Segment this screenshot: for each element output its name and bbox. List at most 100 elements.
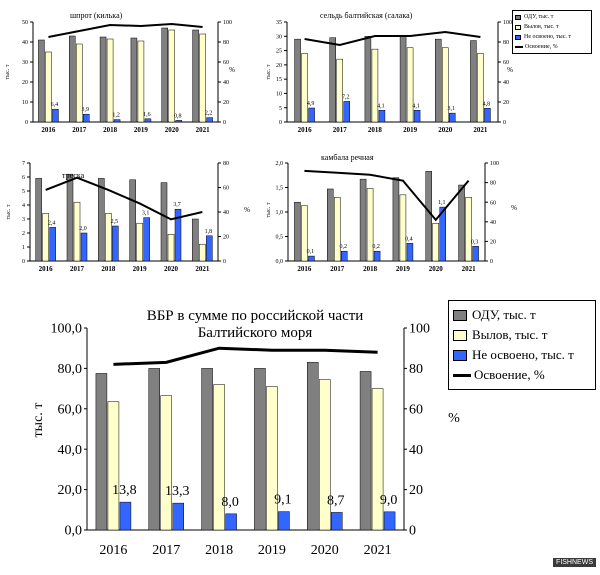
- bar-catch: [301, 205, 308, 262]
- x-tick-label: 2016: [39, 265, 54, 273]
- x-tick-label: 2020: [311, 543, 339, 558]
- y-tick-label: 4: [22, 203, 25, 209]
- bar-undev: [439, 206, 446, 262]
- x-tick-label: 2021: [196, 126, 211, 134]
- data-label: 8,7: [327, 493, 345, 508]
- chart-seld: 0 5 10 15 20 25 30 35 0 20 40 60 80 100 4,9 2016 7,2 2017…: [266, 11, 513, 134]
- small-legend-undev-label: Не освоено, тыс. т: [524, 34, 571, 40]
- bar-odu: [327, 188, 334, 262]
- bar-odu: [399, 36, 407, 123]
- y-axis-label: тыс. т: [266, 64, 272, 79]
- bar-undev: [172, 502, 184, 531]
- chart-shprot: 0 10 20 30 40 50 0 20 40 60 80 100 6,4 2016 3,9 2017 1,2…: [5, 11, 235, 134]
- bar-odu: [329, 37, 336, 123]
- bar-odu: [201, 368, 213, 531]
- y2-tick-label: 60: [223, 60, 229, 66]
- y2-tick-label: 100: [223, 20, 232, 26]
- bar-catch: [73, 201, 81, 262]
- y-tick-label: 60,0: [58, 402, 83, 417]
- y-tick-label: 10: [22, 100, 28, 106]
- small-legend-catch: Вылов, тыс. т: [515, 22, 589, 32]
- bar-catch: [442, 47, 449, 123]
- data-label: 3,1: [142, 211, 150, 217]
- bar-undev: [83, 113, 90, 123]
- y-tick-label: 5: [279, 106, 282, 112]
- legend-swatch-catch: [515, 24, 521, 30]
- line-rate: [45, 176, 203, 221]
- bar-odu: [69, 35, 76, 123]
- legend-swatch-undev: [515, 34, 521, 40]
- bar-undev: [406, 243, 414, 262]
- legend-swatch-odu: [453, 309, 467, 321]
- x-tick-label: 2018: [205, 543, 233, 558]
- data-label: 4,9: [307, 101, 315, 107]
- y2-tick-label: 0: [503, 120, 506, 126]
- x-tick-label: 2019: [258, 543, 286, 558]
- bar-undev: [113, 119, 121, 123]
- legend-line-rate: [453, 373, 471, 377]
- bar-catch: [465, 197, 472, 262]
- y-tick-label: 10: [276, 92, 282, 98]
- bar-catch: [160, 395, 172, 531]
- main-legend-undev: Не освоено, тыс. т: [453, 345, 591, 365]
- y2-tick-label: 20: [490, 240, 496, 246]
- y-tick-label: 7: [22, 161, 25, 167]
- y2-axis-label: %: [448, 411, 460, 426]
- data-label: 1,2: [112, 113, 120, 119]
- y2-tick-label: 20: [223, 100, 229, 106]
- bar-catch: [366, 188, 374, 262]
- small-legend-odu-label: ОДУ, тыс. т: [524, 14, 554, 20]
- bar-odu: [425, 171, 432, 262]
- data-label: 4,1: [412, 103, 420, 109]
- x-tick-label: 2020: [164, 265, 179, 273]
- bar-odu: [294, 201, 301, 262]
- y2-tick-label: 60: [503, 60, 509, 66]
- data-label: 6,4: [51, 102, 59, 108]
- bar-odu: [364, 36, 372, 123]
- y-tick-label: 0,5: [276, 235, 284, 241]
- data-label: 9,0: [380, 493, 398, 508]
- bar-catch: [199, 33, 206, 123]
- y2-tick-label: 20: [503, 100, 509, 106]
- x-tick-label: 2018: [103, 126, 118, 134]
- y-tick-label: 30: [276, 34, 282, 40]
- bar-catch: [334, 197, 341, 262]
- bar-undev: [278, 511, 290, 531]
- small-legend-rate: Освоение, %: [515, 42, 589, 52]
- bar-undev: [331, 512, 343, 531]
- bar-undev: [383, 511, 396, 531]
- x-tick-label: 2016: [297, 265, 312, 273]
- small-legend-odu: ОДУ, тыс. т: [515, 12, 589, 22]
- bar-odu: [148, 368, 160, 531]
- x-tick-label: 2017: [70, 265, 85, 273]
- bar-catch: [266, 386, 278, 531]
- bar-catch: [107, 401, 120, 531]
- x-tick-label: 2019: [403, 126, 418, 134]
- small-legend: ОДУ, тыс. т Вылов, тыс. т Не освоено, ты…: [512, 10, 592, 54]
- y2-tick-label: 60: [409, 402, 423, 417]
- y2-axis-label: %: [229, 66, 235, 74]
- bar-undev: [484, 108, 491, 123]
- y2-axis-label: %: [244, 206, 250, 214]
- bar-undev: [175, 120, 182, 123]
- x-tick-label: 2021: [364, 543, 392, 558]
- data-label: 7,2: [342, 94, 350, 100]
- y2-tick-label: 20: [409, 483, 423, 498]
- y-tick-label: 3: [22, 217, 25, 223]
- bar-catch: [45, 51, 52, 123]
- x-tick-label: 2017: [333, 126, 348, 134]
- x-tick-label: 2019: [133, 265, 148, 273]
- x-tick-label: 2017: [152, 543, 180, 558]
- y-tick-label: 0: [22, 259, 25, 265]
- bar-catch: [399, 194, 407, 262]
- bar-catch: [137, 40, 145, 123]
- main-legend-catch-label: Вылов, тыс. т: [472, 327, 548, 342]
- bar-undev: [413, 110, 421, 123]
- x-tick-label: 2016: [298, 126, 313, 134]
- y-tick-label: 50: [22, 20, 28, 26]
- line-rate: [304, 30, 481, 47]
- y2-tick-label: 40: [490, 220, 496, 226]
- y-tick-label: 20: [276, 63, 282, 69]
- x-tick-label: 2020: [165, 126, 180, 134]
- y2-tick-label: 80: [490, 181, 496, 187]
